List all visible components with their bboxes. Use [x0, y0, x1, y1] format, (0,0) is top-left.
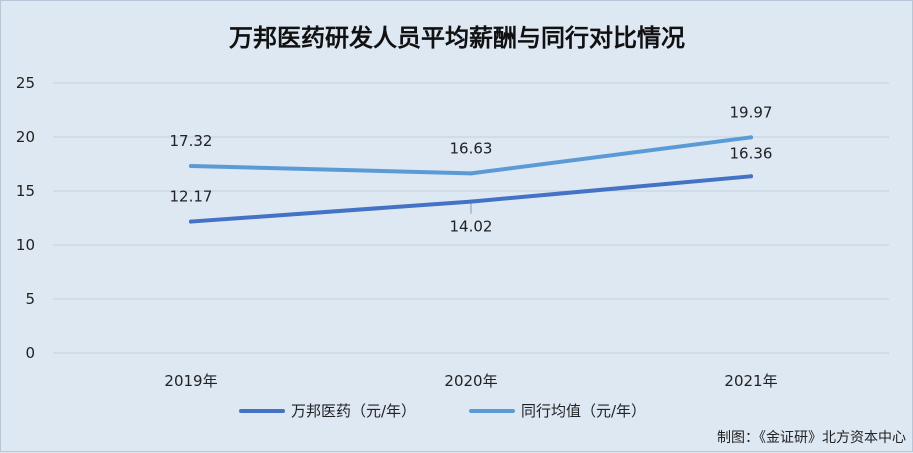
legend: 万邦医药（元/年） 同行均值（元/年）	[239, 402, 646, 420]
series-line-0	[189, 174, 753, 224]
data-labels: 12.17 14.02 16.36 17.32 16.63 19.97	[170, 103, 773, 235]
y-axis-ticks: 0 5 10 15 20 25	[16, 74, 35, 362]
x-tick-label: 2020年	[444, 372, 497, 390]
x-axis-ticks: 2019年 2020年 2021年	[164, 372, 777, 390]
data-point	[189, 219, 193, 224]
data-point	[469, 199, 473, 204]
data-label: 12.17	[170, 188, 213, 206]
y-tick-label: 15	[16, 182, 35, 200]
data-label: 19.97	[730, 103, 773, 121]
legend-label: 同行均值（元/年）	[521, 402, 646, 420]
data-label: 16.36	[730, 144, 773, 162]
data-point	[749, 174, 753, 179]
y-tick-label: 10	[16, 236, 35, 254]
data-label: 17.32	[170, 132, 213, 150]
chart-credit: 制图：《金证研》北方资本中心	[717, 430, 906, 446]
x-tick-label: 2021年	[724, 372, 777, 390]
data-point	[189, 163, 193, 168]
x-tick-label: 2019年	[164, 372, 217, 390]
y-tick-label: 0	[25, 344, 35, 362]
legend-label: 万邦医药（元/年）	[291, 402, 416, 420]
data-label: 16.63	[450, 139, 493, 157]
data-point	[749, 135, 753, 140]
y-tick-label: 20	[16, 128, 35, 146]
y-tick-label: 25	[16, 74, 35, 92]
data-label: 14.02	[450, 218, 493, 236]
chart-title: 万邦医药研发人员平均薪酬与同行对比情况	[229, 24, 685, 52]
y-tick-label: 5	[25, 290, 35, 308]
series-lines	[189, 135, 753, 224]
gridlines	[53, 82, 889, 354]
data-point	[469, 171, 473, 176]
